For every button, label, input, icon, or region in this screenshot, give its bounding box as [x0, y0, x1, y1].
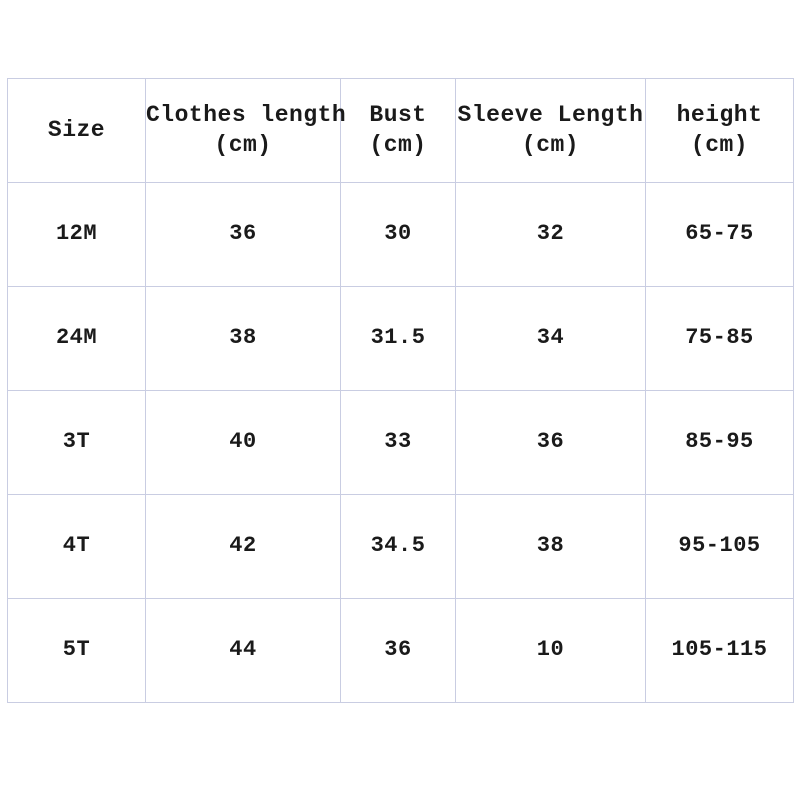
column-header-bust: Bust (cm) [340, 78, 456, 183]
column-header-clothes-length-unit: (cm) [214, 131, 272, 158]
column-header-clothes-length-label: Clothes length [146, 102, 347, 129]
cell-value: 38 [536, 533, 565, 559]
column-header-size-label: Size [47, 116, 106, 143]
cell-value: 42 [229, 533, 257, 559]
cell-value: 44 [229, 637, 257, 663]
table-header: Size Clothes length (cm) Bust (cm) Sleev… [7, 78, 794, 183]
cell-value: 75-85 [685, 325, 754, 351]
size-chart-container: Size Clothes length (cm) Bust (cm) Sleev… [7, 78, 794, 703]
cell-value: 34 [536, 325, 565, 351]
cell-value: 30 [384, 221, 412, 247]
column-header-sleeve-length: Sleeve Length (cm) [455, 78, 646, 183]
cell-sleeve-length: 32 [455, 182, 646, 287]
cell-bust: 33 [340, 390, 456, 495]
cell-value: 105-115 [671, 637, 768, 663]
cell-sleeve-length: 34 [455, 286, 646, 391]
column-header-sleeve-length-unit: (cm) [521, 131, 580, 158]
table-body: 12M 36 30 32 65-75 24M 38 31.5 34 75-85 … [7, 182, 794, 703]
table-row: 24M 38 31.5 34 75-85 [7, 286, 794, 391]
column-header-size: Size [7, 78, 146, 183]
cell-size: 12M [7, 182, 146, 287]
cell-value: 5T [62, 637, 91, 663]
cell-value: 32 [536, 221, 565, 247]
cell-value: 31.5 [370, 325, 426, 351]
cell-value: 38 [229, 325, 257, 351]
column-header-height-label: height [676, 102, 763, 129]
column-header-clothes-length: Clothes length (cm) [145, 78, 347, 183]
table-row: 4T 42 34.5 38 95-105 [7, 494, 794, 599]
column-header-height-unit: (cm) [690, 131, 749, 158]
cell-bust: 34.5 [340, 494, 456, 599]
size-chart-table: Size Clothes length (cm) Bust (cm) Sleev… [7, 78, 794, 703]
column-header-height: height (cm) [645, 78, 794, 183]
cell-sleeve-length: 10 [455, 598, 646, 703]
cell-size: 5T [7, 598, 146, 703]
cell-clothes-length: 42 [145, 494, 341, 599]
cell-value: 24M [55, 325, 98, 351]
cell-value: 34.5 [370, 533, 426, 559]
header-row: Size Clothes length (cm) Bust (cm) Sleev… [7, 78, 794, 183]
cell-bust: 30 [340, 182, 456, 287]
cell-sleeve-length: 38 [455, 494, 646, 599]
cell-size: 24M [7, 286, 146, 391]
cell-value: 3T [62, 429, 91, 455]
cell-value: 12M [55, 221, 98, 247]
cell-value: 65-75 [685, 221, 754, 247]
cell-value: 4T [62, 533, 91, 559]
table-row: 3T 40 33 36 85-95 [7, 390, 794, 495]
cell-clothes-length: 40 [145, 390, 341, 495]
cell-height: 65-75 [645, 182, 794, 287]
column-header-sleeve-length-label: Sleeve Length [457, 102, 644, 129]
cell-height: 75-85 [645, 286, 794, 391]
column-header-bust-unit: (cm) [369, 131, 427, 158]
cell-height: 85-95 [645, 390, 794, 495]
cell-value: 85-95 [685, 429, 754, 455]
cell-sleeve-length: 36 [455, 390, 646, 495]
table-row: 5T 44 36 10 105-115 [7, 598, 794, 703]
cell-value: 33 [384, 429, 412, 455]
cell-bust: 31.5 [340, 286, 456, 391]
cell-value: 36 [384, 637, 412, 663]
cell-bust: 36 [340, 598, 456, 703]
cell-height: 95-105 [645, 494, 794, 599]
cell-height: 105-115 [645, 598, 794, 703]
cell-clothes-length: 44 [145, 598, 341, 703]
table-row: 12M 36 30 32 65-75 [7, 182, 794, 287]
cell-value: 40 [229, 429, 257, 455]
cell-size: 3T [7, 390, 146, 495]
cell-value: 95-105 [678, 533, 761, 559]
cell-clothes-length: 36 [145, 182, 341, 287]
cell-value: 36 [229, 221, 257, 247]
cell-value: 36 [536, 429, 565, 455]
cell-size: 4T [7, 494, 146, 599]
column-header-bust-label: Bust [369, 102, 427, 129]
cell-clothes-length: 38 [145, 286, 341, 391]
cell-value: 10 [536, 637, 565, 663]
